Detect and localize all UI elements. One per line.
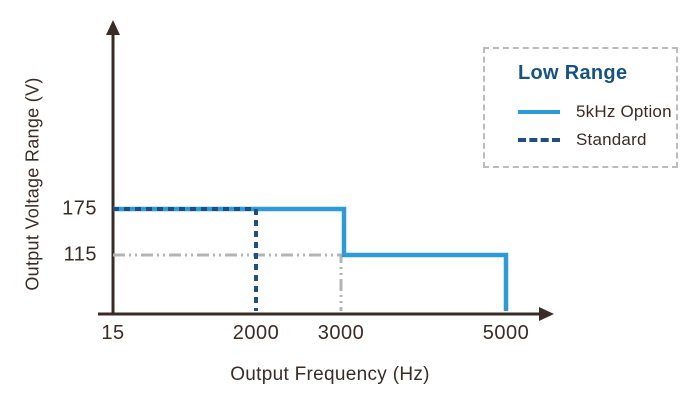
- x-axis-arrow-icon: [539, 307, 554, 321]
- legend-box: Low Range 5kHz Option Standard: [483, 47, 678, 168]
- legend-title: Low Range: [518, 62, 628, 84]
- y-tick-175: 175: [62, 197, 97, 220]
- legend-label: Standard: [576, 130, 647, 149]
- x-axis-title: Output Frequency (Hz): [230, 364, 430, 385]
- y-axis-arrow-icon: [106, 20, 120, 35]
- x-tick-15: 15: [101, 322, 125, 344]
- legend-entry-5khz-option: 5kHz Option: [518, 102, 672, 122]
- x-tick-5000: 5000: [482, 322, 530, 344]
- series-line-5khz-option: [113, 206, 509, 311]
- dashed-line-swatch-icon: [518, 138, 560, 142]
- x-tick-2000: 2000: [232, 322, 280, 344]
- legend-label: 5kHz Option: [576, 102, 672, 121]
- solid-line-swatch-icon: [518, 110, 560, 114]
- legend-entry-standard: Standard: [518, 130, 647, 150]
- reference-line-115V-3000Hz-guide: [113, 253, 343, 311]
- x-tick-3000: 3000: [317, 322, 365, 344]
- series-line-standard: [113, 207, 258, 311]
- y-axis-title: Output Voltage Range (V): [22, 77, 43, 291]
- y-tick-115: 115: [63, 243, 97, 266]
